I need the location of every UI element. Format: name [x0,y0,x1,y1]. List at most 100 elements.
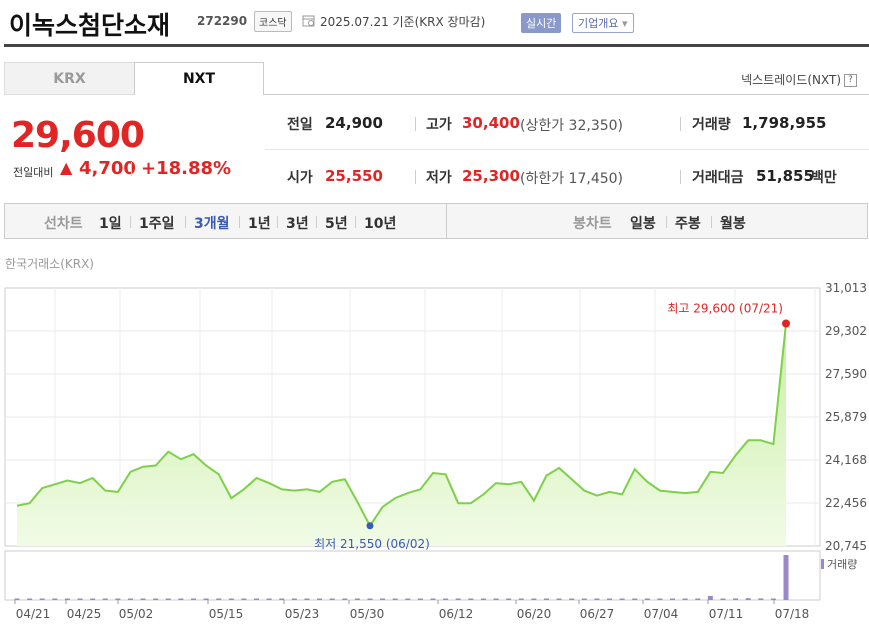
volume-bar [543,598,549,600]
volume-bar [531,598,537,600]
x-tick-label: 06/12 [439,607,474,621]
volume-bar [266,598,272,600]
volume-label: 거래량 [692,117,731,133]
volume-bar [657,598,663,600]
volume-bar [115,598,121,600]
volume-bar [203,598,209,600]
stock-header: 이녹스첨단소재 272290 코스닥 2025.07.21 기준(KRX 장마감… [0,0,869,47]
volume-bar [27,598,33,600]
volume-bar [52,598,58,600]
volume-bar [468,598,474,600]
low-annotation: 최저 21,550 (06/02) [314,537,430,551]
quote-row-divider [265,149,869,150]
period-1d[interactable]: 1일 [99,216,122,232]
exchange-label: 한국거래소(KRX) [5,257,94,271]
high-annotation: 최고 29,600 (07/21) [667,302,783,316]
quote-divider [415,170,416,184]
volume-bar [745,598,751,600]
realtime-button[interactable]: 실시간 [521,13,562,33]
volume-bar [581,598,587,600]
volume-bar [90,598,96,600]
low-value: 25,300 [462,167,520,185]
volume-bar [380,598,386,600]
volume-bar [443,598,449,600]
chevron-down-icon: ▾ [621,17,628,30]
volume-bar [493,598,499,600]
volume-bar [304,598,310,600]
company-overview-button[interactable]: 기업개요 ▾ [572,13,634,33]
volume-bar [178,598,184,600]
volume-bar [354,598,360,600]
y-tick-label: 29,302 [825,324,867,338]
open-value: 25,550 [325,167,383,185]
volume-bar [102,598,108,600]
x-tick-label: 07/18 [775,607,810,621]
period-monthly[interactable]: 월봉 [720,216,746,232]
chart-period-bar: 선차트 1일 1주일 3개월 1년 3년 5년 10년 봉차트 일봉 주봉 월봉 [4,203,868,239]
y-tick-label: 20,745 [825,539,867,553]
amount-value: 51,855 [756,167,814,185]
x-tick-label: 07/04 [644,607,679,621]
volume-bar [733,598,739,600]
price-line [16,323,787,528]
volume-bar [506,598,512,600]
y-tick-label: 22,456 [825,496,867,510]
volume-bar [518,598,524,600]
low-point [366,522,374,530]
volume-legend: 거래량 [827,558,857,571]
volume-value: 1,798,955 [742,114,827,132]
tab-krx[interactable]: KRX [4,62,134,95]
volume-legend-swatch [821,559,824,569]
line-chart-label: 선차트 [44,216,83,232]
lower-limit: (하한가 17,450) [520,171,624,187]
tab-nxt[interactable]: NXT [134,62,264,95]
period-5y[interactable]: 5년 [325,216,348,232]
up-arrow-icon: ▲ [60,158,73,177]
volume-bar [644,598,650,600]
volume-bar [64,598,70,600]
period-1y[interactable]: 1년 [248,216,271,232]
prev-close-value: 24,900 [325,114,383,132]
x-tick-label: 04/21 [16,607,51,621]
volume-bar [279,598,285,600]
period-weekly[interactable]: 주봉 [675,216,701,232]
volume-bar [228,598,234,600]
period-10y[interactable]: 10년 [364,216,397,232]
x-tick-label: 07/11 [709,607,744,621]
volume-bar [556,598,562,600]
quote-divider [680,117,681,131]
x-tick-label: 06/27 [580,607,615,621]
company-overview-label: 기업개요 [578,17,619,30]
volume-bar [783,555,789,600]
volume-bar [720,598,726,600]
volume-bar [254,598,260,600]
y-tick-label: 24,168 [825,453,867,467]
volume-bar [594,598,600,600]
volume-bar [632,598,638,600]
help-icon[interactable]: ? [844,74,857,87]
volume-bar [190,598,196,600]
volume-bar [329,598,335,600]
volume-bar [367,598,373,600]
volume-bar [670,598,676,600]
period-1w[interactable]: 1주일 [139,216,175,232]
header-divider [4,44,869,47]
nxt-info-link[interactable]: 넥스트레이드(NXT)? [741,71,857,88]
volume-bar [153,598,159,600]
volume-bar [291,598,297,600]
period-3m[interactable]: 3개월 [194,216,230,232]
price-chart[interactable]: 최고 29,600 (07/21) 최저 21,550 (06/02) 거래량 3… [0,273,869,633]
quote-divider [680,170,681,184]
change-separator [131,162,132,176]
volume-bar [569,598,575,600]
period-3y[interactable]: 3년 [286,216,309,232]
market-badge: 코스닥 [254,11,292,32]
high-point [782,319,790,328]
volume-bar [342,598,348,600]
prev-close-label: 전일 [287,117,313,133]
period-daily[interactable]: 일봉 [630,216,656,232]
volume-bar [607,598,613,600]
volume-bar [682,598,688,600]
volume-bar [455,598,461,600]
open-label: 시가 [287,170,313,186]
